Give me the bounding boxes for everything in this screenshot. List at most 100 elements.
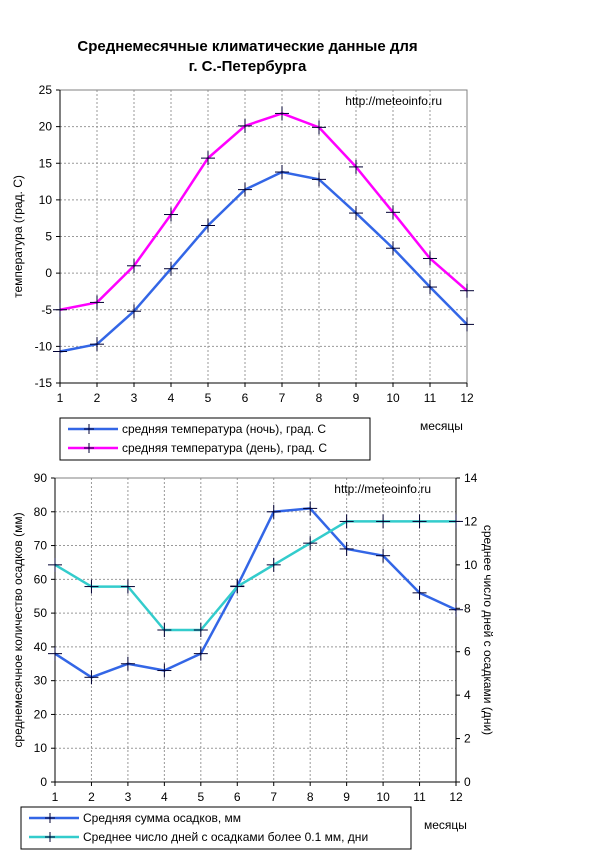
legend-label: Средняя сумма осадков, мм: [83, 811, 241, 825]
data-point-2: [164, 207, 178, 222]
x-tick-label: 2: [88, 790, 95, 804]
x-tick-label: 9: [353, 391, 360, 405]
y-tick-label: 5: [45, 230, 52, 244]
data-point-1: [275, 165, 289, 180]
x-tick-label: 3: [131, 391, 138, 405]
x-tick-label: 7: [279, 391, 286, 405]
series-line-1: [59, 170, 468, 353]
x-tick-label: 6: [242, 391, 249, 405]
data-point-2: [127, 258, 141, 273]
chart-title-line2: г. С.-Петербурга: [188, 58, 307, 75]
x-tick-label: 11: [424, 391, 437, 405]
x-axis-label: месяцы: [424, 818, 467, 832]
data-point-2: [193, 623, 208, 637]
x-tick-label: 9: [343, 790, 350, 804]
legend-box: [20, 806, 412, 850]
x-tick-label: 1: [57, 391, 64, 405]
data-point-2: [349, 159, 363, 174]
y-tick-label: 70: [34, 539, 48, 553]
series-line-2: [59, 112, 468, 311]
data-point-2: [238, 118, 252, 133]
y-axis-label: температура (град. С): [11, 175, 25, 298]
data-point-2: [157, 623, 172, 637]
x-tick-label: 10: [376, 790, 390, 804]
data-point-1: [412, 585, 427, 600]
y-tick-label: 10: [39, 193, 53, 207]
y-right-tick-label: 12: [464, 514, 478, 528]
x-axis-label: месяцы: [420, 419, 463, 433]
legend-label: Среднее число дней с осадками более 0.1 …: [83, 830, 368, 844]
data-point-1: [120, 656, 135, 671]
data-point-1: [84, 670, 99, 685]
data-point-2: [412, 514, 427, 529]
data-point-1: [376, 548, 391, 563]
data-point-2: [230, 579, 245, 594]
y-right-tick-label: 8: [464, 601, 471, 615]
x-tick-label: 2: [94, 391, 101, 405]
y-tick-label: 50: [34, 606, 48, 620]
data-point-1: [303, 501, 318, 516]
y-axis-label: среднемесячное количество осадков (мм): [11, 512, 25, 747]
y-tick-label: -10: [35, 339, 53, 353]
y-tick-label: 25: [39, 83, 53, 97]
series-line-1: [54, 507, 457, 679]
x-tick-label: 12: [460, 391, 474, 405]
y-right-tick-label: 2: [464, 732, 471, 746]
data-point-1: [339, 541, 354, 556]
y-tick-label: 60: [34, 572, 48, 586]
data-point-1: [312, 172, 326, 187]
y-right-tick-label: 6: [464, 645, 471, 659]
x-tick-label: 11: [413, 790, 426, 804]
y-tick-label: 10: [34, 741, 48, 755]
data-point-2: [376, 514, 391, 529]
x-tick-label: 8: [307, 790, 314, 804]
data-point-2: [303, 536, 318, 551]
data-point-1: [238, 182, 252, 197]
y-tick-label: 40: [34, 640, 48, 654]
series-line-2: [54, 520, 456, 632]
data-point-2: [266, 557, 281, 572]
y-right-axis-label: среднее число дней с осадками (дни): [481, 525, 495, 735]
y-tick-label: -5: [41, 303, 52, 317]
y-tick-label: 0: [40, 775, 47, 789]
data-point-2: [120, 579, 135, 594]
y-tick-label: 20: [34, 707, 48, 721]
data-point-1: [423, 280, 437, 295]
x-tick-label: 3: [125, 790, 132, 804]
data-point-1: [460, 317, 474, 332]
y-tick-label: 30: [34, 674, 48, 688]
x-tick-label: 4: [161, 790, 168, 804]
data-point-1: [48, 646, 62, 661]
y-tick-label: 20: [39, 120, 53, 134]
legend-label: средняя температура (день), град. С: [122, 441, 327, 455]
watermark: http://meteoinfo.ru: [345, 94, 442, 108]
data-point-1: [386, 241, 400, 256]
data-point-2: [386, 205, 400, 220]
legend-label: средняя температура (ночь), град. С: [122, 422, 326, 436]
data-point-2: [423, 251, 437, 266]
x-tick-label: 12: [449, 790, 463, 804]
data-point-2: [339, 514, 354, 529]
y-right-tick-label: 4: [464, 688, 471, 702]
data-point-1: [90, 337, 104, 352]
y-right-tick-label: 10: [464, 558, 478, 572]
y-tick-label: 0: [45, 266, 52, 280]
data-point-1: [449, 602, 463, 617]
x-tick-label: 5: [197, 790, 204, 804]
x-tick-label: 8: [316, 391, 323, 405]
y-right-tick-label: 0: [464, 775, 471, 789]
y-tick-label: 90: [34, 471, 48, 485]
data-point-1: [266, 504, 281, 519]
data-point-1: [164, 261, 178, 276]
data-point-2: [312, 120, 326, 135]
data-point-1: [53, 344, 67, 359]
y-tick-label: 80: [34, 505, 48, 519]
data-point-2: [275, 106, 289, 121]
y-tick-label: -15: [35, 376, 53, 390]
data-point-1: [193, 646, 208, 661]
data-point-2: [48, 557, 62, 572]
data-point-2: [449, 514, 463, 529]
plot-frame: [54, 477, 457, 783]
data-point-2: [53, 302, 67, 317]
